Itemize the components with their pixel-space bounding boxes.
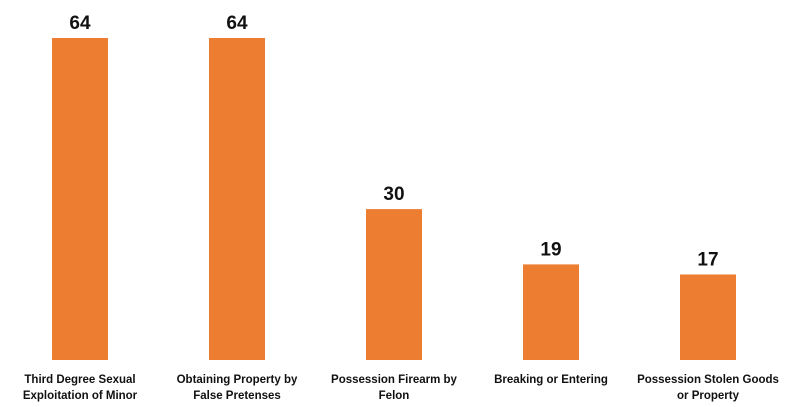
- category-label-2-line-2: False Pretenses: [193, 390, 281, 402]
- bar-2: [209, 38, 265, 360]
- bar-3: [366, 209, 422, 360]
- category-label-4-line-1: Breaking or Entering: [494, 374, 608, 386]
- bar-value-label-4: 19: [540, 239, 561, 260]
- category-label-1-line-1: Third Degree Sexual: [24, 374, 135, 386]
- category-label-5-line-1: Possession Stolen Goods: [637, 374, 779, 386]
- category-labels-group: Third Degree Sexual Exploitation of Minor…: [23, 374, 779, 402]
- bar-value-label-5: 17: [697, 250, 718, 271]
- bars-group: [52, 38, 736, 360]
- bar-value-label-3: 30: [383, 184, 404, 205]
- category-label-3-line-2: Felon: [379, 390, 410, 402]
- category-label-3-line-1: Possession Firearm by: [331, 374, 458, 386]
- category-label-2-line-1: Obtaining Property by: [177, 374, 298, 386]
- value-labels-group: 64 64 30 19 17: [69, 13, 718, 271]
- category-label-5-line-2: or Property: [677, 390, 740, 402]
- category-label-1-line-2: Exploitation of Minor: [23, 390, 138, 402]
- bar-value-label-1: 64: [69, 13, 91, 34]
- bar-5: [680, 274, 736, 360]
- bar-4: [523, 264, 579, 360]
- bar-value-label-2: 64: [226, 13, 248, 34]
- bar-1: [52, 38, 108, 360]
